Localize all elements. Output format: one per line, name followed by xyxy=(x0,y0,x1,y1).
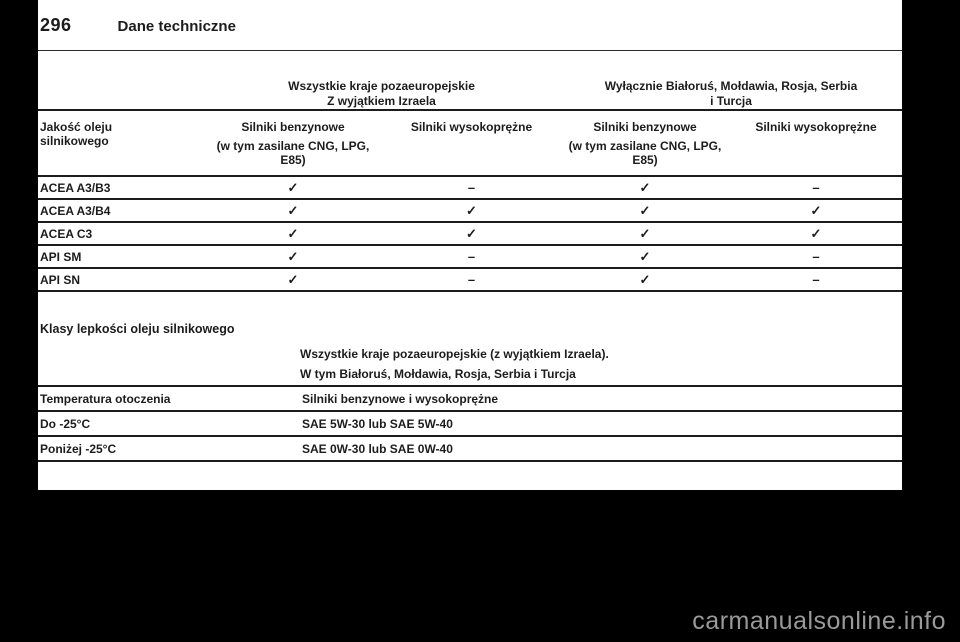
dash-mark: – xyxy=(383,268,560,292)
check-mark: ✓ xyxy=(560,199,730,223)
check-mark: ✓ xyxy=(730,199,902,223)
viscosity-section-heading: Klasy lepkości oleju silnikowego xyxy=(40,322,235,336)
dash-mark: – xyxy=(730,268,902,292)
row-header-line1: Jakość oleju xyxy=(40,120,113,134)
column-title: Silniki wysokoprężne xyxy=(755,120,877,134)
region-group-noneu: Wszystkie kraje pozaeuropejskie Z wyjątk… xyxy=(203,76,560,111)
check-mark: ✓ xyxy=(383,222,560,246)
column-subtitle: (w tym zasilane CNG, LPG, E85) xyxy=(216,139,370,167)
row-value: SAE 5W-30 lub SAE 5W-40 xyxy=(300,411,902,437)
check-mark: ✓ xyxy=(203,222,383,246)
column-header-row: Jakość oleju silnikowego Silniki benzyno… xyxy=(38,110,902,177)
viscosity-scope-line1: Wszystkie kraje pozaeuropejskie (z wyjąt… xyxy=(300,347,609,361)
row-label: ACEA A3/B4 xyxy=(38,199,203,223)
check-mark: ✓ xyxy=(203,268,383,292)
column-title: Silniki benzynowe xyxy=(593,120,697,134)
header-divider xyxy=(38,50,902,51)
row-label: API SM xyxy=(38,245,203,269)
viscosity-scope-line2: W tym Białoruś, Mołdawia, Rosja, Serbia … xyxy=(300,367,576,381)
check-mark: ✓ xyxy=(560,222,730,246)
page-number: 296 xyxy=(40,15,72,35)
row-label: API SN xyxy=(38,268,203,292)
check-mark: ✓ xyxy=(203,245,383,269)
check-mark: ✓ xyxy=(560,268,730,292)
table-row-api-sm: API SM ✓ – ✓ – xyxy=(38,245,902,269)
region-group-noneu-line1: Wszystkie kraje pozaeuropejskie xyxy=(288,79,475,93)
table-row-api-sn: API SN ✓ – ✓ – xyxy=(38,268,902,292)
dash-mark: – xyxy=(730,176,902,200)
watermark-text: carmanualsonline.info xyxy=(692,607,946,635)
row-header-line2: silnikowego xyxy=(40,134,109,148)
row-label: ACEA A3/B3 xyxy=(38,176,203,200)
row-value: Silniki benzynowe i wysokoprężne xyxy=(300,386,902,412)
check-mark: ✓ xyxy=(203,199,383,223)
row-header-cell: Jakość oleju silnikowego xyxy=(38,110,203,177)
column-header-petrol-east: Silniki benzynowe (w tym zasilane CNG, L… xyxy=(560,110,730,177)
row-label: Temperatura otoczenia xyxy=(38,386,300,412)
dash-mark: – xyxy=(730,245,902,269)
viscosity-table: Temperatura otoczenia Silniki benzynowe … xyxy=(38,385,902,462)
column-subtitle: (w tym zasilane CNG, LPG, E85) xyxy=(568,139,722,167)
dash-mark: – xyxy=(383,176,560,200)
check-mark: ✓ xyxy=(203,176,383,200)
viscosity-header-row: Temperatura otoczenia Silniki benzynowe … xyxy=(38,386,902,412)
check-mark: ✓ xyxy=(383,199,560,223)
manual-page: 296 Dane techniczne Wszystkie kraje poza… xyxy=(38,0,902,490)
table-row-acea-a3b4: ACEA A3/B4 ✓ ✓ ✓ ✓ xyxy=(38,199,902,223)
check-mark: ✓ xyxy=(560,245,730,269)
viscosity-scope-note: Wszystkie kraje pozaeuropejskie (z wyjąt… xyxy=(300,344,900,384)
oil-quality-table: Wszystkie kraje pozaeuropejskie Z wyjątk… xyxy=(38,76,902,292)
check-mark: ✓ xyxy=(560,176,730,200)
row-label: Do -25°C xyxy=(38,411,300,437)
region-group-east-line2: i Turcja xyxy=(710,94,752,108)
dash-mark: – xyxy=(383,245,560,269)
region-group-header-row: Wszystkie kraje pozaeuropejskie Z wyjątk… xyxy=(38,76,902,111)
check-mark: ✓ xyxy=(730,222,902,246)
column-header-diesel-noneu: Silniki wysokoprężne xyxy=(383,110,560,177)
column-title: Silniki benzynowe xyxy=(241,120,345,134)
column-header-petrol-noneu: Silniki benzynowe (w tym zasilane CNG, L… xyxy=(203,110,383,177)
region-group-east-line1: Wyłącznie Białoruś, Mołdawia, Rosja, Ser… xyxy=(604,79,858,93)
row-label: Poniżej -25°C xyxy=(38,436,300,462)
page-header: 296 Dane techniczne xyxy=(40,15,236,36)
column-header-diesel-east: Silniki wysokoprężne xyxy=(730,110,902,177)
table-row-acea-a3b3: ACEA A3/B3 ✓ – ✓ – xyxy=(38,176,902,200)
row-label: ACEA C3 xyxy=(38,222,203,246)
empty-corner-cell xyxy=(38,76,203,111)
region-group-noneu-line2: Z wyjątkiem Izraela xyxy=(327,94,436,108)
page-title: Dane techniczne xyxy=(117,18,236,35)
viscosity-row-to-minus25: Do -25°C SAE 5W-30 lub SAE 5W-40 xyxy=(38,411,902,437)
region-group-east: Wyłącznie Białoruś, Mołdawia, Rosja, Ser… xyxy=(560,76,902,111)
column-title: Silniki wysokoprężne xyxy=(410,120,533,134)
viscosity-row-below-minus25: Poniżej -25°C SAE 0W-30 lub SAE 0W-40 xyxy=(38,436,902,462)
row-value: SAE 0W-30 lub SAE 0W-40 xyxy=(300,436,902,462)
table-row-acea-c3: ACEA C3 ✓ ✓ ✓ ✓ xyxy=(38,222,902,246)
